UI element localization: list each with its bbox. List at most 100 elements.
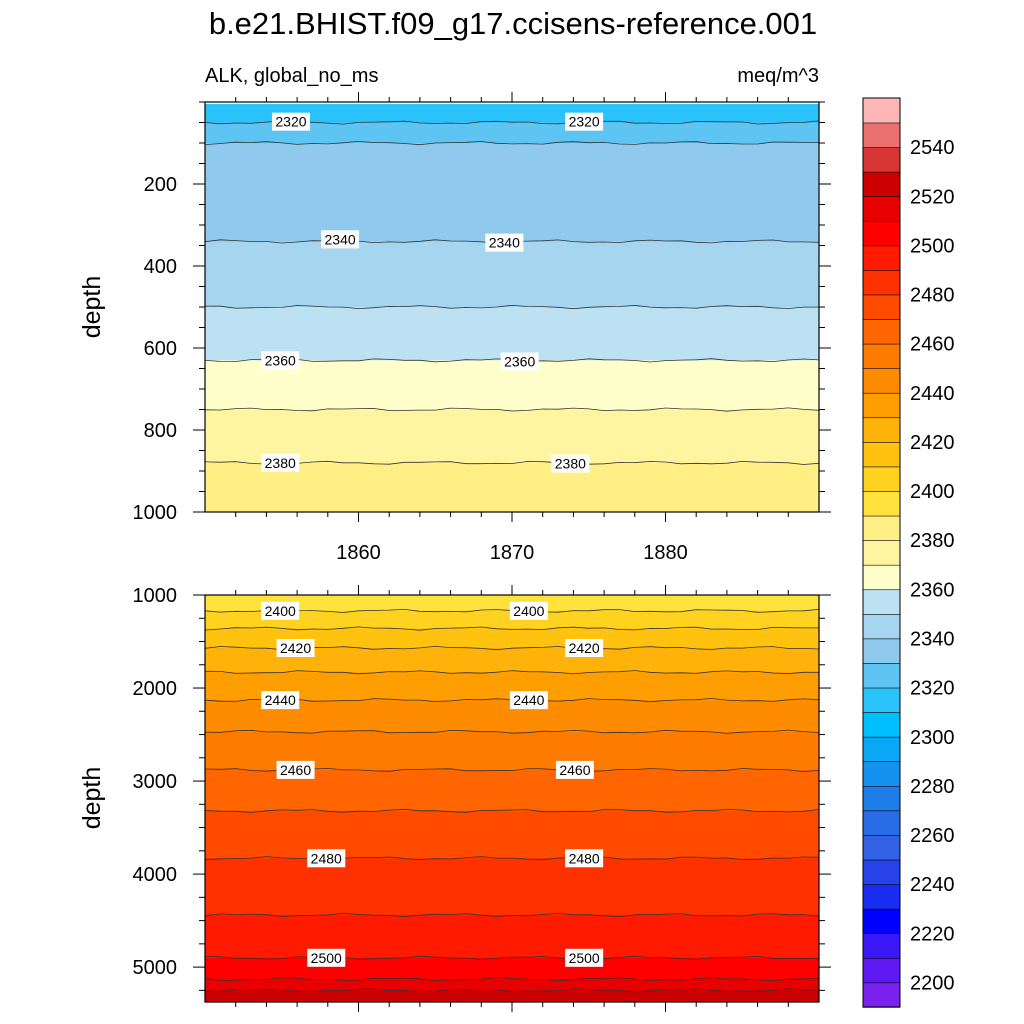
y-tick-label: 600 [144, 338, 177, 360]
colorbar-tick-label: 2220 [910, 923, 955, 945]
contour-line [204, 626, 819, 631]
colorbar-swatch [862, 490, 901, 517]
contour-label: 2460 [280, 762, 311, 778]
x-tick-label: 1870 [490, 542, 535, 564]
contour-label: 2440 [265, 692, 296, 708]
contour-label: 2480 [569, 850, 600, 866]
colorbar-tick-label: 2320 [910, 678, 955, 700]
contour-line [204, 460, 820, 465]
colorbar-swatch [862, 515, 901, 541]
contour-band [205, 858, 819, 916]
contour-label: 2340 [325, 231, 356, 247]
contour-band [205, 122, 819, 144]
colorbar-swatch [862, 982, 901, 1008]
contour-band [205, 307, 819, 361]
colorbar-swatch [862, 269, 901, 296]
colorbar-swatch [862, 392, 901, 419]
contour-label: 2340 [489, 235, 520, 251]
y-tick-label: 5000 [133, 957, 178, 979]
contour-label-box [271, 112, 310, 131]
colorbar-tick-label: 2440 [910, 383, 955, 405]
colorbar-tick-label: 2240 [910, 874, 955, 896]
y-tick-label: 800 [144, 420, 177, 442]
contour-line [204, 304, 819, 310]
colorbar-swatch [862, 441, 901, 468]
contour-band [205, 957, 819, 980]
colorbar-swatch [862, 146, 901, 173]
y-tick-label: 2000 [133, 678, 178, 700]
contour-label-box [555, 760, 594, 779]
contour-label-box [307, 948, 346, 967]
contour-label: 2460 [559, 762, 590, 778]
contour-label: 2400 [513, 603, 544, 619]
variable-subtitle: ALK, global_no_ms [205, 65, 378, 87]
contour-band [205, 104, 819, 123]
contour-label: 2380 [555, 456, 586, 472]
colorbar-tick-label: 2260 [910, 825, 955, 847]
colorbar-swatch [862, 834, 901, 861]
y-axis-label: depth [78, 767, 106, 830]
y-tick-label: 4000 [133, 864, 178, 886]
contour-band [205, 628, 819, 649]
colorbar-swatch [862, 220, 901, 247]
contour-label: 2320 [275, 114, 306, 130]
colorbar-swatch [862, 883, 901, 910]
contour-line [204, 729, 820, 734]
contour-band [205, 915, 819, 959]
colorbar-swatch [862, 761, 901, 787]
colorbar-swatch [862, 932, 901, 959]
colorbar-tick-label: 2400 [910, 481, 955, 503]
contour-band [205, 462, 819, 513]
colorbar-tick-label: 2420 [910, 432, 955, 454]
contour-label-box [276, 639, 315, 658]
colorbar-swatch [862, 343, 901, 369]
contour-label-box [565, 112, 604, 131]
colorbar-swatch [862, 810, 901, 836]
colorbar-swatch [862, 687, 901, 713]
colorbar-swatch [862, 613, 901, 640]
contour-label-box [565, 639, 604, 658]
colorbar-tick-label: 2360 [910, 579, 955, 601]
colorbar-tick-label: 2380 [910, 530, 955, 552]
y-tick-label: 1000 [133, 585, 178, 607]
contour-label: 2400 [265, 603, 296, 619]
contour-label-box [500, 352, 539, 371]
contour-band [205, 143, 819, 242]
contour-band [205, 409, 819, 464]
colorbar-tick-label: 2340 [910, 628, 955, 650]
contour-label-box [276, 760, 315, 779]
y-tick-label: 1000 [133, 502, 178, 524]
colorbar-swatch [862, 171, 901, 197]
colorbar-swatch [862, 859, 901, 885]
contour-line [204, 670, 819, 675]
contour-label: 2380 [265, 455, 296, 471]
colorbar-swatch [862, 638, 901, 664]
contour-band [205, 990, 819, 1003]
colorbar-swatch [862, 245, 901, 271]
contour-label: 2360 [504, 354, 535, 370]
contour-line [204, 988, 819, 993]
colorbar-swatch [862, 908, 901, 934]
colorbar-swatch [862, 564, 901, 591]
contour-label-box [307, 849, 346, 868]
units-subtitle: meq/m^3 [737, 65, 819, 87]
contour-label-box [509, 601, 548, 620]
colorbar-swatch [862, 785, 901, 812]
y-axis-label: depth [78, 276, 106, 339]
contour-band [205, 241, 819, 308]
colorbar-tick-label: 2280 [910, 776, 955, 798]
contour-label-box [509, 691, 548, 710]
y-tick-label: 200 [144, 174, 177, 196]
colorbar-swatch [862, 711, 901, 738]
contour-label: 2360 [265, 352, 296, 368]
x-tick-label: 1860 [336, 542, 381, 564]
colorbar-swatch [862, 294, 901, 320]
colorbar-tick-label: 2540 [910, 137, 955, 159]
contour-band [205, 979, 819, 991]
contour-label-box [485, 233, 524, 252]
contour-label-box [565, 948, 604, 967]
colorbar-tick-label: 2200 [910, 972, 955, 994]
contour-band [205, 810, 819, 859]
colorbar: 2200 2220 2240 2260 2280 2300 2320 2340 2360 2380… [862, 97, 955, 1008]
